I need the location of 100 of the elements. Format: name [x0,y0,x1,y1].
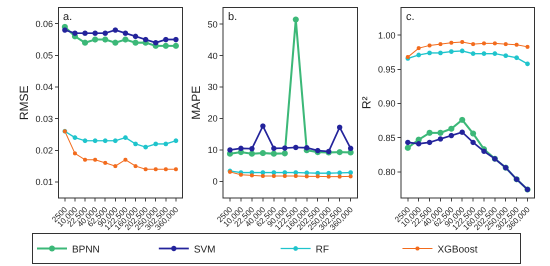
point [470,140,476,146]
point [143,144,148,150]
point [270,150,277,157]
point [282,145,288,151]
chart-title: b. [228,11,238,23]
point [525,62,530,66]
point [62,27,68,33]
point [481,148,487,154]
point [227,147,233,153]
point [72,151,77,156]
point [133,142,138,146]
point [438,136,444,142]
point [122,30,128,36]
point [426,140,432,146]
point [337,170,342,176]
point [134,164,138,168]
point [492,51,498,56]
point [449,40,454,45]
point [102,36,108,43]
point [82,40,88,46]
y-tick-label: 0.04 [35,82,53,92]
point [459,116,466,123]
y-tick-label: 0.90 [378,98,396,109]
point [249,146,255,152]
point [174,167,178,172]
point [132,34,138,40]
point [260,150,266,156]
point [448,132,454,138]
y-tick-label: 10 [208,145,218,156]
point [428,43,432,48]
y-axis-title: RMSE [16,85,31,120]
y-tick-label: 30 [208,82,218,92]
point [112,40,118,46]
point [292,16,299,23]
point [338,174,342,179]
y-tick-label: 1.00 [378,30,396,40]
point [260,174,265,178]
point [72,30,78,36]
point [123,158,128,162]
point [416,141,422,146]
point [238,146,244,152]
point [448,49,454,54]
point [427,50,432,56]
point [271,146,277,152]
point [471,42,476,46]
legend-label: XGBoost [437,244,478,256]
point [438,42,442,46]
y-tick-label: 0.05 [35,50,53,60]
point [173,36,179,42]
y-tick-label: 0.02 [35,145,53,156]
point [103,160,108,165]
point [132,40,139,46]
point [83,158,88,162]
point [348,170,353,175]
point [282,174,287,178]
point [470,130,476,137]
point [163,142,168,146]
point [102,138,108,144]
point [112,138,118,144]
y-tick-label: 20 [208,114,218,124]
point [93,158,98,162]
point [460,48,465,54]
point [260,123,266,129]
point [272,174,276,178]
point [144,167,148,172]
point [470,51,476,56]
chart-title: a. [63,11,72,23]
point [153,40,158,46]
y-tick-label: 0.80 [378,166,396,177]
point [172,42,179,49]
point [92,36,98,43]
point [163,36,169,42]
point [326,174,331,179]
point [122,36,128,43]
point [426,130,433,136]
y-tick-label: 50 [208,19,218,30]
point [404,144,411,151]
point [282,150,288,156]
point [164,167,168,172]
point [336,124,342,130]
point [336,149,343,156]
y-tick-label: 0.03 [35,114,53,124]
point [238,172,243,177]
point [123,135,128,140]
point [460,40,464,44]
point [82,30,88,36]
point [248,150,255,157]
point [416,52,422,58]
point [304,145,310,150]
point [482,41,486,46]
point [142,36,148,42]
legend-label: RF [316,244,329,256]
y-axis-title: R² [359,96,374,110]
point [92,138,98,144]
point [153,142,158,146]
point [416,46,421,50]
y-tick-label: 0.85 [378,132,396,143]
legend-label: BPNN [72,244,100,256]
point [503,53,508,58]
point [438,50,443,56]
